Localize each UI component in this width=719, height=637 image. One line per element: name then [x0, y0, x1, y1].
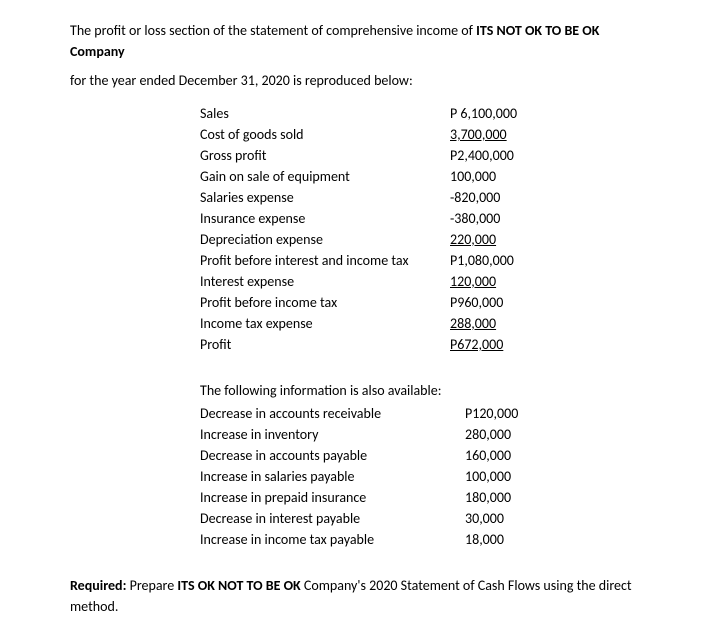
table-row: Profit before income tax P960,000	[200, 292, 649, 313]
required-company: ITS OK NOT TO BE OK	[177, 577, 300, 594]
row-label: Decrease in interest payable	[200, 508, 465, 529]
row-label: Sales	[200, 103, 450, 124]
row-value: P 6,100,000	[450, 103, 517, 124]
row-value: 280,000	[465, 424, 511, 445]
table-row: Decrease in accounts payable 160,000	[200, 445, 649, 466]
row-label: Profit before interest and income tax	[200, 250, 450, 271]
row-value: P672,000	[450, 334, 503, 355]
row-label: Increase in inventory	[200, 424, 465, 445]
row-label: Income tax expense	[200, 313, 450, 334]
required-section: Required: Prepare ITS OK NOT TO BE OK Co…	[70, 575, 649, 617]
table-row: Increase in income tax payable 18,000	[200, 529, 649, 550]
required-label: Required:	[70, 577, 126, 594]
row-value: -820,000	[450, 187, 500, 208]
table-row: Cost of goods sold 3,700,000	[200, 124, 649, 145]
table-row: Gross profit P2,400,000	[200, 145, 649, 166]
row-value: 18,000	[465, 529, 504, 550]
row-value: P2,400,000	[450, 145, 514, 166]
table-row: Interest expense 120,000	[200, 271, 649, 292]
info-heading: The following information is also availa…	[200, 380, 649, 401]
intro-line1: The profit or loss section of the statem…	[70, 20, 649, 62]
table-row: Increase in inventory 280,000	[200, 424, 649, 445]
intro-line2: for the year ended December 31, 2020 is …	[70, 70, 649, 91]
table-row: Sales P 6,100,000	[200, 103, 649, 124]
row-value: P960,000	[450, 292, 503, 313]
table-row: Depreciation expense 220,000	[200, 229, 649, 250]
income-statement-table: Sales P 6,100,000 Cost of goods sold 3,7…	[200, 103, 649, 355]
table-row: Salaries expense -820,000	[200, 187, 649, 208]
row-label: Decrease in accounts receivable	[200, 403, 465, 424]
required-text1: Prepare	[126, 577, 177, 594]
table-row: Decrease in accounts receivable P120,000	[200, 403, 649, 424]
row-label: Profit before income tax	[200, 292, 450, 313]
row-value: 180,000	[465, 487, 511, 508]
table-row: Increase in salaries payable 100,000	[200, 466, 649, 487]
row-value: 100,000	[450, 166, 496, 187]
table-row: Gain on sale of equipment 100,000	[200, 166, 649, 187]
row-label: Gross profit	[200, 145, 450, 166]
row-value: 120,000	[450, 271, 496, 292]
table-row: Profit before interest and income tax P1…	[200, 250, 649, 271]
row-value: 100,000	[465, 466, 511, 487]
row-value: 220,000	[450, 229, 496, 250]
row-label: Cost of goods sold	[200, 124, 450, 145]
row-label: Increase in income tax payable	[200, 529, 465, 550]
row-label: Interest expense	[200, 271, 450, 292]
row-value: 3,700,000	[450, 124, 507, 145]
row-label: Gain on sale of equipment	[200, 166, 450, 187]
table-row: Income tax expense 288,000	[200, 313, 649, 334]
row-value: 30,000	[465, 508, 504, 529]
table-row: Profit P672,000	[200, 334, 649, 355]
row-label: Decrease in accounts payable	[200, 445, 465, 466]
row-value: P1,080,000	[450, 250, 514, 271]
row-value: -380,000	[450, 208, 500, 229]
row-label: Salaries expense	[200, 187, 450, 208]
row-label: Insurance expense	[200, 208, 450, 229]
row-label: Increase in salaries payable	[200, 466, 465, 487]
table-row: Increase in prepaid insurance 180,000	[200, 487, 649, 508]
additional-info-table: The following information is also availa…	[200, 380, 649, 550]
row-label: Increase in prepaid insurance	[200, 487, 465, 508]
row-value: 160,000	[465, 445, 511, 466]
row-label: Profit	[200, 334, 450, 355]
table-row: Decrease in interest payable 30,000	[200, 508, 649, 529]
row-value: 288,000	[450, 313, 496, 334]
intro-text-part1: The profit or loss section of the statem…	[70, 22, 476, 39]
table-row: Insurance expense -380,000	[200, 208, 649, 229]
row-value: P120,000	[465, 403, 518, 424]
row-label: Depreciation expense	[200, 229, 450, 250]
